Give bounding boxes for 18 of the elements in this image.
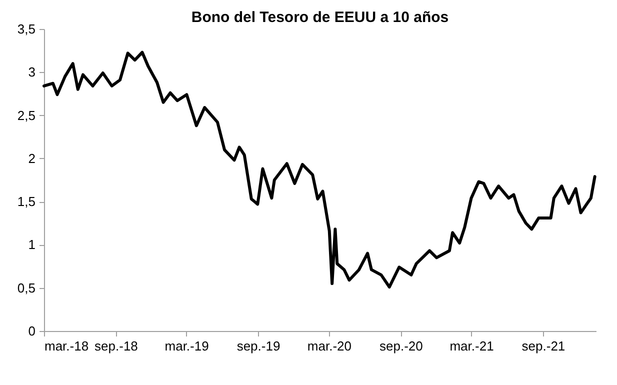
x-tick-label: mar.-21 bbox=[450, 338, 494, 354]
x-tick-label: mar.-19 bbox=[164, 338, 209, 354]
y-tick-label: 2 bbox=[28, 150, 36, 166]
y-tick-label: 3 bbox=[28, 64, 36, 80]
line-series bbox=[42, 50, 596, 288]
y-tick-label: 1 bbox=[28, 237, 36, 252]
y-tick-label: 2,5 bbox=[17, 108, 36, 123]
x-tick-label: sep.-20 bbox=[380, 338, 423, 354]
x-tick-label: sep.-21 bbox=[522, 338, 566, 354]
x-tick-label: mar.-18 bbox=[44, 338, 89, 354]
y-tick-label: 0 bbox=[28, 324, 36, 338]
y-tick-label: 1,5 bbox=[17, 194, 36, 210]
x-tick-label: sep.-19 bbox=[236, 338, 280, 354]
x-tick-label: mar.-20 bbox=[307, 338, 352, 354]
y-tick-label: 0,5 bbox=[17, 280, 36, 296]
chart-title: Bono del Tesoro de EEUU a 10 años bbox=[191, 9, 449, 26]
y-tick-label: 3,5 bbox=[17, 22, 36, 36]
x-tick-label: sep.-18 bbox=[94, 338, 138, 354]
